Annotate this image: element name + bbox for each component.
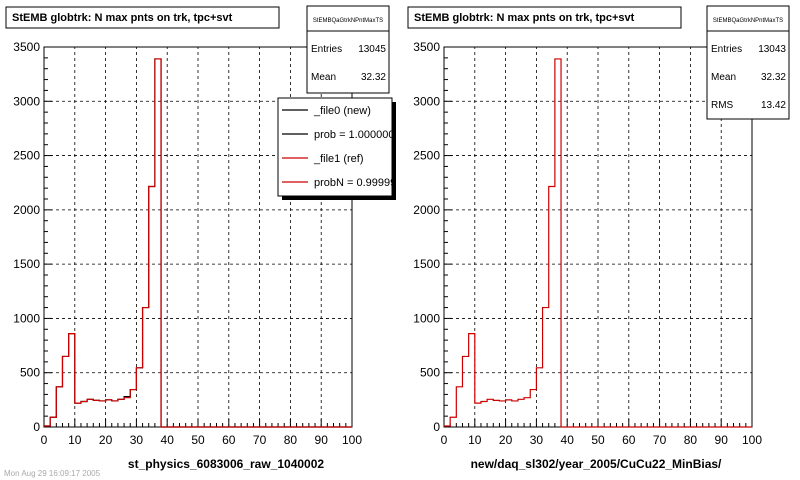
x-tick-label: 50 [591,433,605,447]
y-tick-label: 500 [420,366,440,380]
x-tick-label: 20 [99,433,113,447]
legend-entry-label: _file0 (new) [313,105,371,117]
x-tick-label: 50 [191,433,205,447]
x-tick-label: 70 [653,433,667,447]
histogram-panel-1: 0 10 20 30 40 50 60 70 80 90 100050010001500200025… [5,5,402,471]
y-tick-label: 2000 [413,203,440,217]
legend-entry-label: probN = 0.999995 [314,177,402,189]
x-tick-label: 40 [561,433,575,447]
y-tick-label: 1000 [13,311,40,325]
x-axis-label: new/daq_sl302/year_2005/CuCu22_MinBias/ [471,457,722,471]
x-tick-label: 90 [315,433,329,447]
chart-title: StEMB globtrk: N max pnts on trk, tpc+sv… [414,12,635,24]
y-tick-label: 2000 [13,203,40,217]
x-tick-label: 60 [622,433,636,447]
y-tick-label: 3000 [13,94,40,108]
plot-frame [443,46,753,428]
stats-label: Mean [311,72,336,83]
x-tick-label: 20 [499,433,513,447]
x-tick-label: 90 [715,433,729,447]
y-tick-label: 2500 [413,149,440,163]
stats-value: 32.32 [361,72,386,83]
y-tick-label: 3500 [13,40,40,54]
title-box [5,6,280,29]
stats-label: RMS [711,100,734,111]
stats-label: Entries [311,44,342,55]
x-tick-label: 70 [253,433,267,447]
x-tick-label: 10 [468,433,482,447]
y-tick-label: 2500 [13,149,40,163]
stats-box [706,5,790,120]
stats-value: 13045 [358,44,386,55]
title-box [407,6,682,29]
stats-label: Entries [711,44,742,55]
y-tick-label: 1500 [13,257,40,271]
stats-value: 32.32 [761,72,786,83]
y-tick-label: 3500 [413,40,440,54]
histogram-panel-2: 0 10 20 30 40 50 60 70 80 90 100050010001500200025… [407,5,790,471]
stats-value: 13043 [758,44,786,55]
x-tick-label: 30 [130,433,144,447]
legend-entry-label: prob = 1.000000 [314,129,394,141]
x-tick-label: 0 [441,433,448,447]
y-tick-label: 3000 [413,94,440,108]
y-tick-label: 500 [20,366,40,380]
chart-title: StEMB globtrk: N max pnts on trk, tpc+sv… [12,12,233,24]
histogram-series-1 [443,58,752,428]
y-tick-label: 1000 [413,311,440,325]
x-tick-label: 10 [68,433,82,447]
stats-label: Mean [711,72,736,83]
x-tick-label: 40 [161,433,175,447]
y-tick-label: 1500 [413,257,440,271]
x-tick-label: 100 [742,433,762,447]
legend-entry-label: _file1 (ref) [313,153,364,165]
histogram-series-2 [43,58,352,428]
stats-box-name: StEMBQaGtrkNPntMaxTS [313,18,383,24]
x-tick-label: 60 [222,433,236,447]
x-tick-label: 0 [41,433,48,447]
x-tick-label: 100 [342,433,362,447]
legend-entries: _file0 (new) prob = 1.000000 _file1 (ref) p… [282,105,402,189]
y-tick-label: 0 [433,420,440,434]
x-tick-label: 80 [284,433,298,447]
stats-value: 13.42 [761,100,786,111]
y-tick-label: 0 [33,420,40,434]
stats-box [306,5,390,94]
legend: _file0 (new) prob = 1.000000 _file1 (ref) p… [277,97,402,200]
x-axis-label: st_physics_6083006_raw_1040002 [128,457,324,471]
x-tick-label: 30 [530,433,544,447]
x-tick-label: 80 [684,433,698,447]
legend-box [277,97,393,197]
stats-box-name: StEMBQaGtrkNPntMaxTS [713,18,783,24]
footer-timestamp: Mon Aug 29 16:09:17 2005 [4,469,101,478]
